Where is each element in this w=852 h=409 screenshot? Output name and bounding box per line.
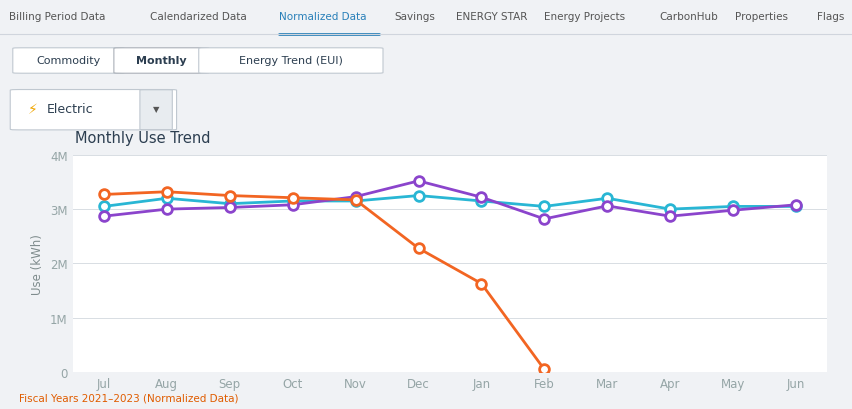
Text: Energy Trend (EUI): Energy Trend (EUI) (239, 56, 343, 65)
Text: ▼: ▼ (153, 105, 159, 114)
Text: Savings: Savings (394, 11, 435, 22)
2023 (350, 198, 360, 203)
2023 (538, 367, 549, 372)
2023 (475, 281, 486, 286)
2022 (538, 217, 549, 222)
Y-axis label: Use (kWh): Use (kWh) (32, 234, 44, 294)
FancyBboxPatch shape (140, 90, 172, 130)
2021 (538, 204, 549, 209)
Text: ENERGY STAR: ENERGY STAR (455, 11, 527, 22)
Line: 2023: 2023 (99, 187, 549, 374)
Text: Flags: Flags (815, 11, 843, 22)
Text: Monthly: Monthly (136, 56, 187, 65)
2022 (99, 214, 109, 219)
Text: Energy Projects: Energy Projects (544, 11, 625, 22)
2022 (287, 203, 297, 208)
2022 (790, 203, 800, 208)
2023 (413, 246, 423, 251)
FancyBboxPatch shape (13, 49, 124, 74)
Text: Electric: Electric (47, 103, 94, 116)
2022 (350, 195, 360, 200)
Text: Normalized Data: Normalized Data (279, 11, 366, 22)
Text: Billing Period Data: Billing Period Data (9, 11, 105, 22)
2023 (287, 196, 297, 201)
2021 (162, 196, 172, 201)
Text: CarbonHub: CarbonHub (659, 11, 717, 22)
2022 (224, 206, 234, 211)
2023 (99, 193, 109, 198)
2021 (727, 204, 737, 209)
2021 (99, 204, 109, 209)
2021 (287, 199, 297, 204)
Text: Calendarized Data: Calendarized Data (150, 11, 247, 22)
Text: ⚡: ⚡ (28, 103, 37, 117)
2021 (602, 196, 612, 201)
2021 (665, 207, 675, 212)
2022 (665, 214, 675, 219)
Text: Properties: Properties (734, 11, 787, 22)
2022 (602, 204, 612, 209)
Line: 2021: 2021 (99, 191, 800, 214)
2021 (413, 193, 423, 198)
2022 (162, 207, 172, 212)
2023 (224, 193, 234, 198)
2021 (475, 199, 486, 204)
2021 (224, 202, 234, 207)
Line: 2022: 2022 (99, 177, 800, 224)
2022 (413, 179, 423, 184)
Text: Commodity: Commodity (37, 56, 101, 65)
FancyBboxPatch shape (199, 49, 383, 74)
FancyBboxPatch shape (10, 90, 176, 130)
2021 (350, 199, 360, 204)
FancyBboxPatch shape (113, 49, 209, 74)
2022 (727, 208, 737, 213)
Text: Fiscal Years 2021–2023 (Normalized Data): Fiscal Years 2021–2023 (Normalized Data) (19, 393, 238, 403)
2022 (475, 195, 486, 200)
Text: Monthly Use Trend: Monthly Use Trend (75, 130, 210, 145)
2023 (162, 190, 172, 195)
2021 (790, 204, 800, 209)
